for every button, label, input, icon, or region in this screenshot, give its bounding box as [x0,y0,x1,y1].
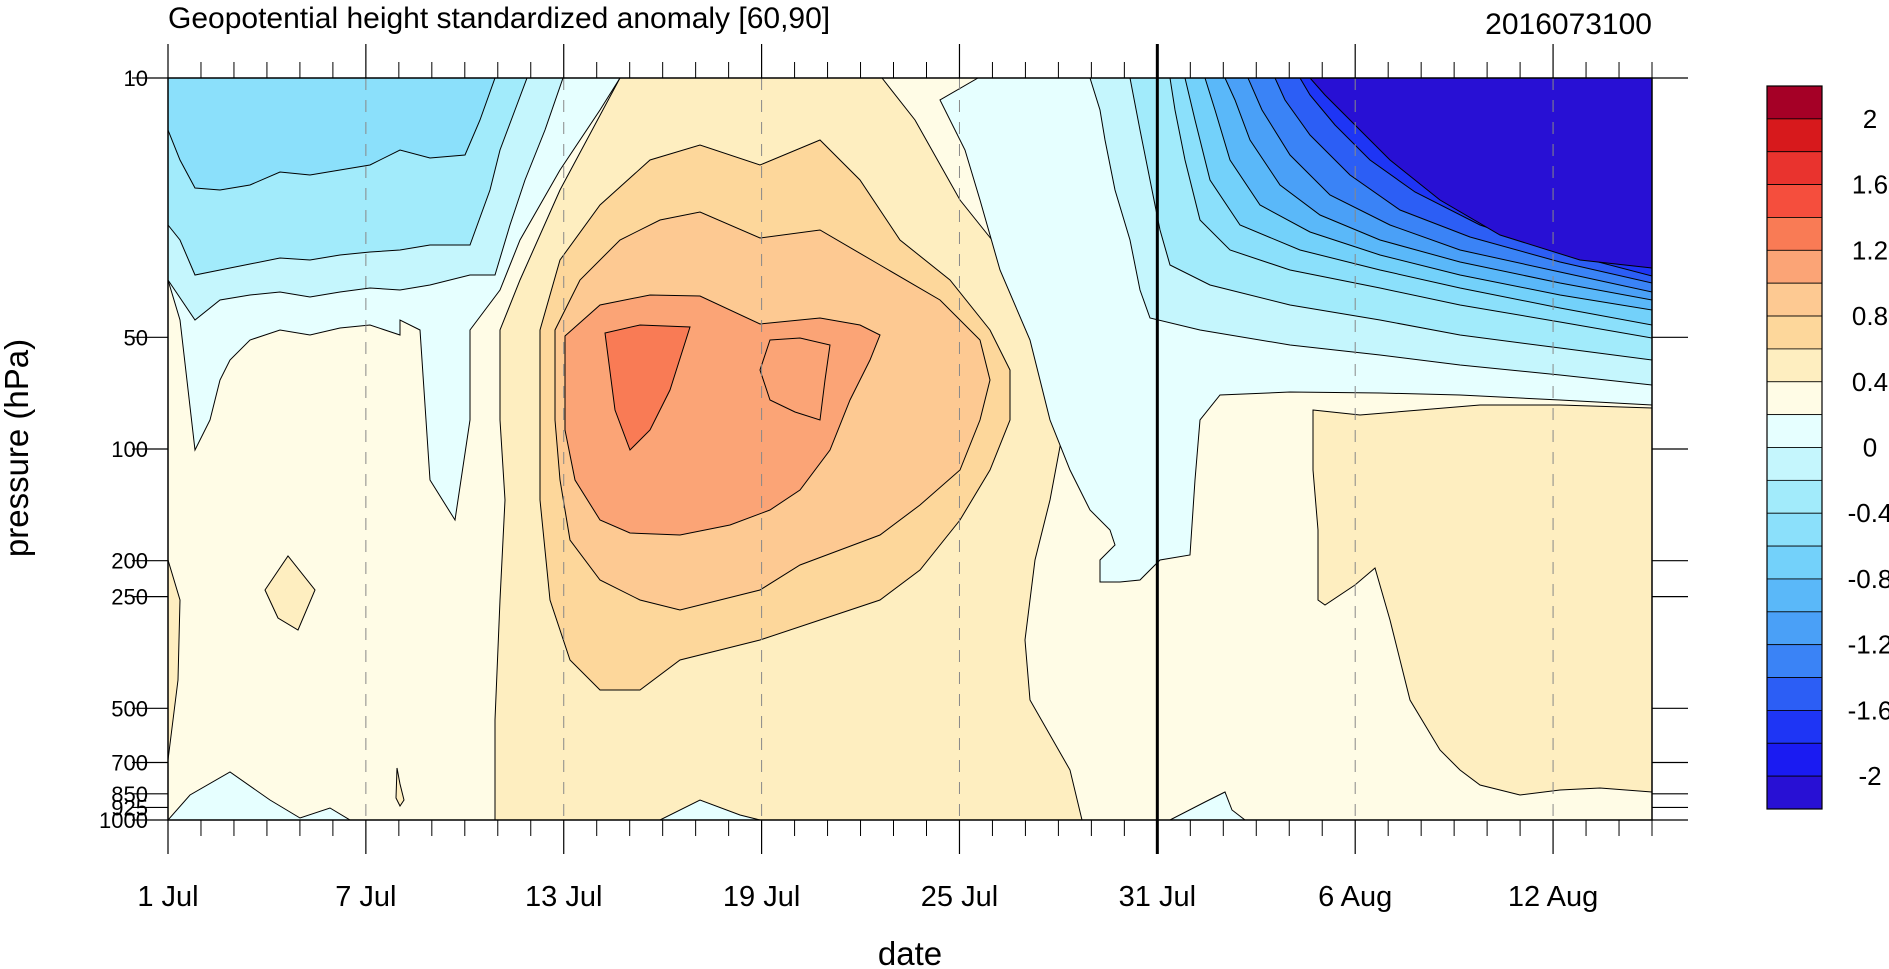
colorbar-frame [1766,85,1823,810]
colorbar-label: 0.4 [1852,367,1888,397]
contour-pos-blob-left [168,559,181,761]
y-tick-label: 700 [111,751,148,776]
contour-pos-1.0-b [759,337,831,421]
contour-pos-1.0 [604,324,691,451]
contour-field [168,78,1652,820]
x-tick-label: 19 Jul [723,881,800,913]
colorbar-label: 1.2 [1852,235,1888,265]
chart-title: Geopotential height standardized anomaly… [168,2,830,35]
colorbar-swatch [1766,512,1823,547]
x-tick-label: 1 Jul [137,881,198,913]
y-tick-label: 100 [111,437,148,462]
chart-timestamp: 2016073100 [1485,8,1652,41]
contour-pos-blob-lower [264,555,316,631]
colorbar-swatch [1766,479,1823,514]
colorbar-swatch [1766,644,1823,678]
colorbar-swatch [1766,315,1823,350]
colorbar-label: -1.2 [1848,630,1889,660]
x-tick-label: 31 Jul [1119,881,1196,913]
contour-neg-2.2-aug [1309,78,1652,269]
colorbar-label: -0.4 [1848,498,1889,528]
colorbar-swatch [1766,249,1823,284]
colorbar-swatch [1766,184,1823,218]
colorbar-swatch [1766,282,1823,317]
colorbar-swatch [1766,217,1823,251]
colorbar: 2 1.6 1.2 0.8 0.4 0 -0.4 -0.8 -1.2 -1.6 -2 [1766,85,1889,810]
colorbar-swatch [1766,151,1823,185]
colorbar-swatch [1766,118,1823,153]
x-tick-label: 13 Jul [525,881,602,913]
colorbar-swatch [1766,677,1823,711]
colorbar-swatch [1766,447,1823,481]
contour-neg-surface-2 [659,799,761,820]
colorbar-label: 2 [1863,104,1877,134]
date-gridlines [365,78,1554,820]
x-tick-label: 25 Jul [921,881,998,913]
contour-neg-surface-1 [168,771,351,820]
y-tick-label: 200 [111,549,148,574]
colorbar-label: 0.8 [1852,301,1888,331]
x-axis-label: date [878,935,942,969]
colorbar-swatch [1766,545,1823,580]
colorbar-swatch [1766,742,1823,777]
y-tick-label: 925 [111,795,148,820]
colorbar-swatch [1766,611,1823,646]
y-tick-label: 250 [111,585,148,610]
colorbar-swatch [1766,710,1823,744]
colorbar-swatch [1766,348,1823,383]
colorbar-label: 1.6 [1852,170,1888,200]
x-tick-label: 6 Aug [1318,881,1392,913]
contour-pos-blob-small [395,767,405,807]
x-axis-ticks: 1 Jul 7 Jul 13 Jul 19 Jul 25 Jul 31 Jul 6 Aug 1… [137,44,1653,913]
contour-neg-0.6-early [168,78,496,191]
colorbar-swatch [1766,578,1823,613]
contour-neg-surface-aug [1169,791,1246,820]
x-tick-label: 7 Jul [335,881,396,913]
colorbar-label: -0.8 [1848,564,1889,594]
x-tick-label: 12 Aug [1508,881,1598,913]
colorbar-swatch [1766,85,1823,120]
colorbar-label: -1.6 [1848,695,1889,725]
y-tick-label: 50 [124,325,148,350]
y-tick-label: 500 [111,696,148,721]
y-tick-label: 10 [124,66,148,91]
colorbar-label: -2 [1858,761,1881,791]
colorbar-label: 0 [1863,433,1877,463]
y-axis-label: pressure (hPa) [0,339,35,557]
colorbar-swatch [1766,775,1823,810]
colorbar-swatch [1766,414,1823,448]
colorbar-swatch [1766,381,1823,416]
contour-pos-aug-troposphere [1312,404,1652,796]
y-tick-label: 850 [111,782,148,807]
y-tick-label: 1000 [99,808,148,833]
